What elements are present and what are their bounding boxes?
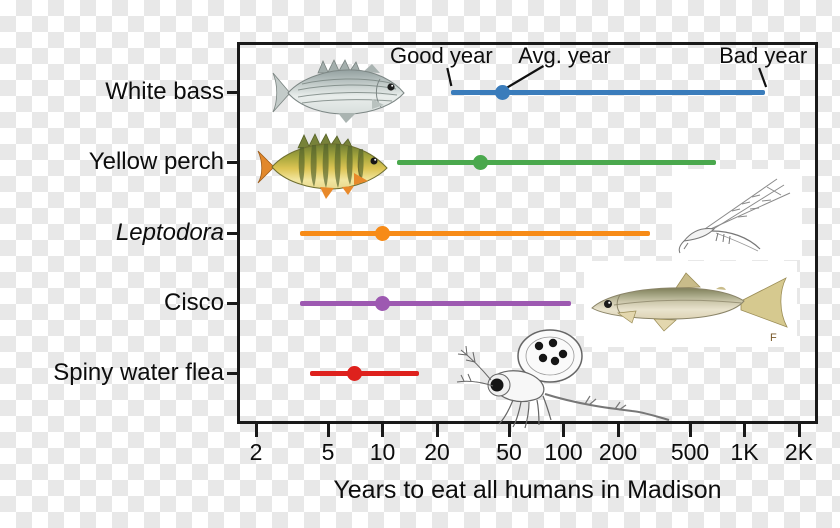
range-line-4	[310, 370, 420, 376]
y-axis-tick	[227, 231, 237, 235]
annotation-good-year: Good year	[389, 43, 493, 68]
x-axis-tick-label: 500	[670, 439, 710, 465]
x-axis-tick-label: 50	[496, 439, 522, 465]
x-axis-tick	[435, 424, 439, 437]
x-axis-tick	[381, 424, 384, 437]
x-axis-tick-label: 1K	[730, 439, 759, 465]
x-axis-title: Years to eat all humans in Madison	[333, 476, 722, 504]
x-axis-tick	[254, 424, 258, 437]
range-line-1	[396, 159, 717, 165]
avg-dot-1	[473, 154, 489, 170]
y-axis-label-white-bass: White bass	[105, 78, 224, 105]
y-axis-label-spiny-water-flea: Spiny water flea	[53, 359, 224, 386]
avg-dot-0	[494, 84, 510, 100]
x-axis-tick-label: 200	[598, 439, 638, 465]
x-axis-tick-label: 5	[321, 439, 335, 465]
x-axis-tick-label: 2	[249, 439, 263, 465]
y-axis-tick	[227, 160, 237, 164]
annotation-avg-year: Avg. year	[518, 43, 611, 68]
leader-line-1	[505, 65, 545, 89]
white-bass-photo-icon	[272, 59, 405, 123]
y-axis-tick	[227, 90, 237, 94]
x-axis-tick	[507, 424, 511, 437]
range-line-3	[299, 300, 571, 306]
avg-dot-4	[346, 365, 362, 381]
leader-line-2	[758, 67, 768, 88]
annotation-bad-year: Bad year	[719, 43, 808, 68]
y-axis-tick	[227, 301, 237, 305]
x-axis-tick	[688, 424, 692, 437]
x-axis-tick-label: 2K	[784, 439, 814, 465]
leptodora-line-drawing-icon	[672, 169, 802, 260]
x-axis-tick-label: 100	[544, 439, 583, 465]
avg-dot-3	[375, 295, 390, 311]
range-line-2	[299, 230, 650, 236]
y-axis-tick	[227, 371, 237, 375]
spiny-water-flea-line-drawing-icon	[456, 329, 670, 429]
y-axis-label-yellow-perch: Yellow perch	[88, 148, 224, 175]
x-axis-tick	[562, 424, 565, 437]
x-axis-tick	[616, 424, 620, 437]
avg-dot-2	[375, 225, 390, 241]
y-axis-label-cisco: Cisco	[163, 289, 224, 316]
cisco-photo-icon: F	[584, 261, 797, 347]
x-axis-tick	[326, 424, 330, 437]
cisco-photo-mark: F	[770, 332, 777, 344]
range-line-0	[451, 89, 766, 95]
y-axis-label-leptodora: Leptodora	[115, 219, 224, 246]
leader-line-0	[446, 67, 453, 87]
x-axis-tick	[743, 424, 746, 437]
yellow-perch-photo-icon	[257, 133, 388, 199]
x-axis-tick	[797, 424, 801, 437]
x-axis-tick-label: 10	[369, 439, 396, 465]
plot-area	[237, 42, 818, 424]
x-axis-tick-label: 20	[424, 439, 450, 465]
